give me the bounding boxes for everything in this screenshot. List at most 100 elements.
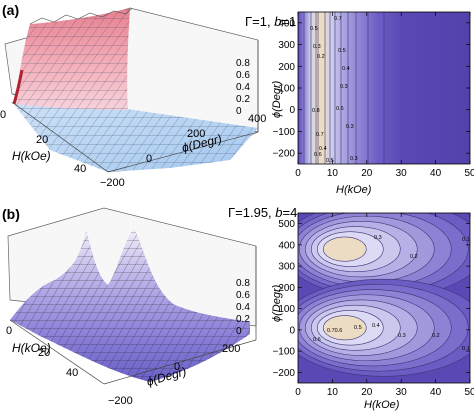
surface-a-z-tick-0.8: 0.8 bbox=[236, 58, 250, 69]
surface-a-phi-tick-neg200: −200 bbox=[100, 177, 125, 189]
surface-a-phi-tick-200: 200 bbox=[187, 128, 205, 140]
contour-a-lines bbox=[303, 12, 385, 164]
contour-a-level-label: 0.5 bbox=[326, 158, 334, 164]
x-tick-label: 50 bbox=[464, 387, 474, 398]
x-tick-label: 40 bbox=[430, 168, 442, 179]
surface-b-mesh-lines bbox=[10, 228, 250, 382]
contour-a-level-label: 0.2 bbox=[317, 54, 325, 60]
x-tick-label: 0 bbox=[295, 387, 301, 398]
surface-a-z-tick-0: 0 bbox=[236, 106, 242, 117]
contour-b-level-label: 0.3 bbox=[374, 235, 382, 241]
contour-a-level-label: 0.8 bbox=[312, 108, 320, 114]
y-tick-label: 100 bbox=[278, 84, 295, 95]
surface-a-h-axis-line bbox=[11, 101, 109, 173]
contour-a-x-label: H(kOe) bbox=[336, 184, 372, 196]
contour-a-level-label: 0.3 bbox=[350, 156, 358, 162]
x-tick-label: 50 bbox=[464, 168, 474, 179]
x-tick-label: 10 bbox=[327, 387, 339, 398]
contour-plot-b: 0.3 0.2 0.1 0.70.6 0.5 0.4 0.6 0.3 0.2 0… bbox=[271, 212, 474, 411]
contour-b-level-labels: 0.3 0.2 0.1 0.70.6 0.5 0.4 0.6 0.3 0.2 0… bbox=[313, 235, 470, 352]
surface-plot-a: 0 20 40 H(kOe) 400 200 0 −200 ϕ(Degr) ϕ(… bbox=[0, 7, 266, 189]
y-tick-label: −100 bbox=[272, 347, 295, 358]
panel-b-annotation: Γ=1.95, b=4 bbox=[228, 205, 297, 220]
y-tick-label: 100 bbox=[278, 304, 295, 315]
surface-b-phi-tick-0: 0 bbox=[174, 361, 180, 373]
contour-b-level-label: 0.1 bbox=[462, 237, 470, 243]
x-tick-label: 0 bbox=[295, 168, 301, 179]
contour-plot-a: 0.5 0.3 0.2 0.7 0.5 0.4 0.3 0.6 0.8 0.3 … bbox=[271, 11, 474, 196]
panel-a-annotation: Γ=1, b=1 bbox=[245, 14, 296, 29]
surface-a-z-tick-0.4: 0.4 bbox=[236, 82, 250, 93]
y-tick-label: 0 bbox=[289, 105, 295, 116]
y-tick-label: −200 bbox=[272, 368, 295, 379]
surface-b-z-tick-0.2: 0.2 bbox=[236, 314, 250, 325]
y-tick-label: −100 bbox=[272, 127, 295, 138]
contour-b-y-label: ϕ(Degr) bbox=[271, 284, 283, 322]
contour-a-level-labels: 0.5 0.3 0.2 0.7 0.5 0.4 0.3 0.6 0.8 0.3 … bbox=[310, 16, 358, 164]
surface-b-z-tick-0.6: 0.6 bbox=[236, 290, 250, 301]
y-tick-label: 200 bbox=[278, 283, 295, 294]
x-tick-label: 20 bbox=[361, 168, 373, 179]
contour-a-y-label: ϕ(Degr) bbox=[271, 80, 283, 118]
contour-a-level-label: 0.3 bbox=[313, 44, 321, 50]
surface-b-z-tick-0: 0 bbox=[236, 326, 242, 337]
contour-b-level-label: 0.6 bbox=[313, 337, 321, 343]
contour-a-level-label: 0.6 bbox=[336, 106, 344, 112]
y-tick-label: −200 bbox=[272, 149, 295, 160]
panel-label-a: (a) bbox=[2, 2, 19, 18]
contour-b-level-label: 0.2 bbox=[432, 333, 440, 339]
contour-b-level-label: 0.5 bbox=[354, 325, 362, 331]
surface-a-h-tick-20: 20 bbox=[36, 134, 48, 146]
surface-b-h-axis-line bbox=[9, 319, 105, 385]
surface-a-h-label: H(kOe) bbox=[12, 149, 51, 163]
y-tick-label: 200 bbox=[278, 62, 295, 73]
contour-b-band bbox=[322, 236, 367, 262]
y-tick-label: 400 bbox=[278, 18, 295, 29]
contour-a-level-label: 0.3 bbox=[340, 84, 348, 90]
surface-plot-b: 0 20 40 H(kOe) 200 0 −200 ϕ(Degr) 0.8 0.… bbox=[6, 207, 257, 407]
y-tick-label: 400 bbox=[278, 240, 295, 251]
contour-b-level-label: 0.70.6 bbox=[327, 328, 342, 334]
y-tick-label: 300 bbox=[278, 40, 295, 51]
x-tick-label: 20 bbox=[361, 387, 373, 398]
contour-b-x-label: H(kOe) bbox=[364, 399, 400, 411]
surface-b-phi-axis-line bbox=[103, 339, 257, 385]
surface-a-phi-tick-400: 400 bbox=[248, 113, 266, 125]
surface-a-ridge-crest bbox=[29, 7, 133, 25]
surface-b-h-tick-40: 40 bbox=[66, 367, 78, 379]
surface-b-h-tick-20: 20 bbox=[38, 347, 50, 359]
contour-a-level-label: 0.7 bbox=[334, 16, 342, 22]
surface-a-phi-tick-0: 0 bbox=[146, 153, 152, 165]
surface-b-phi-tick-200: 200 bbox=[222, 343, 240, 355]
contour-b-band bbox=[322, 315, 367, 341]
x-tick-label: 40 bbox=[430, 387, 442, 398]
x-tick-label: 10 bbox=[327, 168, 339, 179]
surface-a-z-tick-0.2: 0.2 bbox=[236, 94, 250, 105]
x-tick-label: 30 bbox=[396, 168, 408, 179]
contour-b-bands bbox=[298, 213, 470, 377]
surface-a-ridge-mesh bbox=[14, 8, 130, 110]
contour-b-level-label: 0.3 bbox=[398, 333, 406, 339]
surface-a-z-tick-0.6: 0.6 bbox=[236, 70, 250, 81]
contour-a-level-label: 0.4 bbox=[342, 66, 350, 72]
surface-b-z-tick-0.4: 0.4 bbox=[236, 302, 250, 313]
surface-a-h-tick-40: 40 bbox=[74, 163, 86, 175]
contour-a-axes: 0 10 20 30 40 50 400 300 200 100 0 −100 −200 bbox=[272, 12, 474, 179]
contour-b-axes: 0 10 20 30 40 50 500 400 300 200 100 0 −100 −200 bbox=[272, 213, 474, 398]
contour-b-level-label: 0.2 bbox=[410, 254, 418, 260]
contour-b-level-label: 0.4 bbox=[372, 323, 380, 329]
y-tick-label: 0 bbox=[289, 325, 295, 336]
surface-a-floor-mesh bbox=[12, 96, 258, 172]
surface-b-phi-tick-neg200: −200 bbox=[108, 395, 133, 407]
surface-a-ridge-edge bbox=[12, 69, 24, 105]
contour-a-level-label: 0.7 bbox=[316, 132, 324, 138]
surface-b-h-tick-0: 0 bbox=[6, 325, 12, 337]
x-tick-label: 30 bbox=[396, 387, 408, 398]
surface-a-phi-axis-line bbox=[107, 131, 259, 173]
surface-a-h-tick-0: 0 bbox=[0, 109, 6, 121]
contour-a-level-label: 0.6 bbox=[314, 152, 322, 158]
y-tick-label: 300 bbox=[278, 262, 295, 273]
panel-label-b: (b) bbox=[2, 206, 20, 222]
contour-b-level-label: 0.1 bbox=[462, 346, 470, 352]
